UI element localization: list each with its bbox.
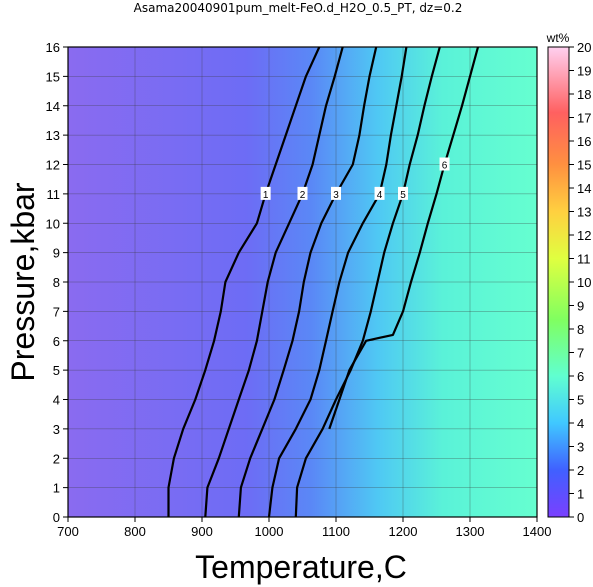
y-tick-label: 9 (53, 246, 60, 261)
colorbar-tick-label: 14 (577, 181, 591, 196)
contour-label: 2 (300, 190, 306, 201)
y-tick-label: 10 (46, 216, 60, 231)
contour-label-bg (398, 186, 408, 200)
x-tick-label: 800 (124, 524, 146, 539)
x-tick-label: 1100 (322, 524, 350, 539)
y-tick-label: 4 (53, 393, 60, 408)
x-axis-ticks: 700 800 900 1000 1100 1200 1300 1400 (57, 517, 551, 539)
contour-line (237, 47, 378, 517)
contour-line (294, 47, 441, 517)
y-tick-label: 3 (53, 422, 60, 437)
chart-title: Asama20040901pum_melt-FeO.d_H2O_0.5_PT, … (134, 1, 463, 15)
y-tick-label: 16 (46, 40, 60, 55)
colorbar-tick-label: 18 (577, 87, 591, 102)
contour-label: 4 (377, 190, 383, 201)
contour-label: 3 (333, 190, 339, 201)
x-tick-label: 1400 (523, 524, 552, 539)
y-tick-label: 15 (46, 69, 60, 84)
x-tick-label: 1000 (255, 524, 284, 539)
colorbar-tick-label: 17 (577, 111, 591, 126)
colorbar-tick-label: 0 (577, 510, 584, 525)
y-tick-label: 12 (46, 158, 60, 173)
contour-label: 5 (400, 190, 406, 201)
contour-label-bg (439, 157, 450, 171)
contour-line (167, 47, 321, 517)
colorbar-tick-label: 16 (577, 134, 591, 149)
colorbar-tick-label: 3 (577, 440, 584, 455)
y-tick-label: 6 (53, 334, 60, 349)
colorbar-tick-label: 1 (577, 487, 584, 502)
y-tick-label: 7 (53, 304, 60, 319)
y-tick-label: 0 (53, 510, 60, 525)
y-tick-label: 1 (53, 481, 60, 496)
x-axis-label: Temperature,C (195, 549, 407, 585)
y-tick-label: 11 (47, 187, 61, 202)
contour-label-bg (374, 186, 385, 200)
y-tick-label: 14 (46, 99, 60, 114)
colorbar-tick-label: 8 (577, 322, 584, 337)
contour-label: 1 (263, 190, 269, 201)
colorbar-tick-label: 13 (577, 205, 591, 220)
colorbar-tick-label: 9 (577, 299, 584, 314)
x-tick-label: 1200 (389, 524, 418, 539)
colorbar-tick-label: 6 (577, 369, 584, 384)
y-tick-label: 2 (53, 451, 60, 466)
contour-line (267, 47, 408, 517)
colorbar-tick-label: 10 (577, 275, 591, 290)
x-tick-label: 700 (57, 524, 79, 539)
colorbar-tick-label: 19 (577, 64, 591, 79)
contour-label-bg (331, 186, 341, 200)
colorbar-tick-label: 12 (577, 228, 591, 243)
contour-label-bg (297, 186, 308, 200)
contour-lines: 1 2 3 4 5 6 (167, 47, 480, 517)
x-tick-label: 1300 (456, 524, 485, 539)
colorbar-tick-label: 20 (577, 40, 591, 55)
y-tick-label: 13 (46, 128, 60, 143)
contour-label: 6 (442, 161, 448, 172)
colorbar-tick-label: 4 (577, 416, 584, 431)
colorbar-tick-label: 2 (577, 463, 584, 478)
colorbar-tick-label: 11 (577, 252, 591, 267)
contour-label-bg (260, 186, 271, 200)
y-tick-label: 5 (53, 363, 60, 378)
plot-area: 1 2 3 4 5 6 (67, 46, 538, 518)
x-tick-label: 900 (191, 524, 213, 539)
colorbar-tick-label: 7 (577, 346, 584, 361)
y-axis-label: Pressure,kbar (5, 182, 41, 382)
colorbar-gradient (547, 46, 570, 518)
colorbar-tick-label: 5 (577, 393, 584, 408)
colorbar-tick-label: 15 (577, 158, 591, 173)
contour-line (204, 47, 344, 517)
colorbar-label: wt% (546, 31, 570, 45)
gridlines (68, 47, 537, 517)
contour-line (328, 47, 480, 430)
y-tick-label: 8 (53, 275, 60, 290)
